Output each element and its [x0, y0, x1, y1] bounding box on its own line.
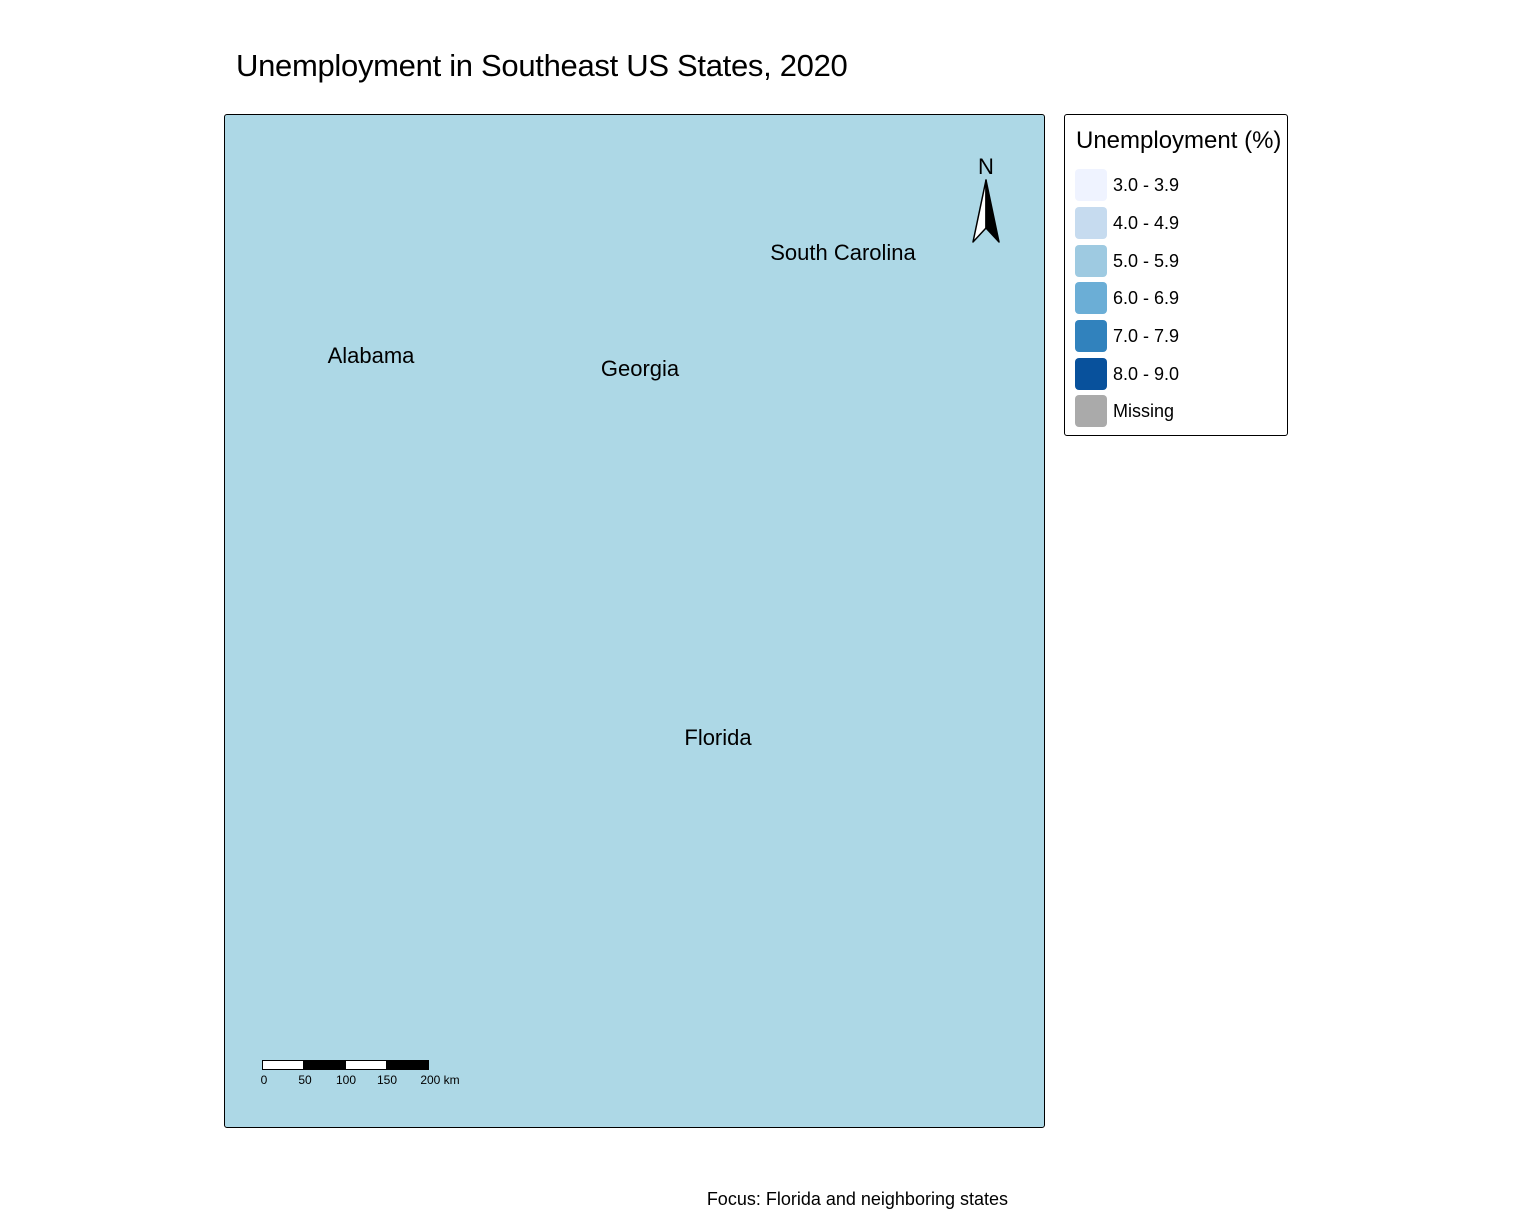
north-arrow: N — [966, 154, 1006, 246]
map-title: Unemployment in Southeast US States, 202… — [236, 48, 848, 83]
scale-tick: 150 — [376, 1073, 398, 1087]
state-label-alabama: Alabama — [327, 343, 415, 368]
legend-title: Unemployment (%) — [1076, 127, 1282, 154]
legend-label: Missing — [1113, 400, 1175, 421]
legend-item: 6.0 - 6.9 — [1075, 282, 1179, 314]
legend-item: 4.0 - 4.9 — [1075, 207, 1179, 239]
state-label-south-carolina: South Carolina — [770, 240, 916, 265]
legend-swatch — [1075, 282, 1107, 314]
scale-segment — [345, 1060, 387, 1070]
legend-swatch — [1075, 395, 1107, 427]
scale-tick: 200 km — [420, 1073, 460, 1087]
map-panel[interactable]: South Carolina Alabama Georgia Florida F… — [224, 114, 1045, 1209]
scale-segment — [262, 1060, 304, 1070]
legend-item: Missing — [1075, 395, 1174, 427]
legend-item: 3.0 - 3.9 — [1075, 169, 1179, 201]
legend-item: 8.0 - 9.0 — [1075, 358, 1179, 390]
scale-tick: 50 — [298, 1073, 312, 1087]
legend-swatch — [1075, 245, 1107, 277]
scale-segment — [303, 1060, 346, 1070]
scale-segment — [386, 1060, 429, 1070]
legend-label: 8.0 - 9.0 — [1113, 363, 1180, 384]
scale-tick: 100 — [335, 1073, 357, 1087]
legend-label: 3.0 - 3.9 — [1113, 174, 1180, 195]
legend-item: 5.0 - 5.9 — [1075, 245, 1179, 277]
scale-bar: 0 50 100 150 200 km — [260, 1060, 482, 1092]
legend-swatch — [1075, 358, 1107, 390]
legend-label: 4.0 - 4.9 — [1113, 212, 1180, 233]
legend-label: 6.0 - 6.9 — [1113, 287, 1180, 308]
scale-tick: 0 — [260, 1073, 268, 1087]
north-arrow-icon — [972, 179, 1000, 243]
map-caption: Focus: Florida and neighboring states — [706, 1189, 1008, 1209]
state-label-georgia: Georgia — [600, 356, 680, 381]
legend-swatch — [1075, 169, 1107, 201]
legend-label: 5.0 - 5.9 — [1113, 250, 1180, 271]
legend-swatch — [1075, 320, 1107, 352]
map-legend: Unemployment (%) 3.0 - 3.9 4.0 - 4.9 5.0… — [1064, 114, 1288, 436]
legend-label: 7.0 - 7.9 — [1113, 325, 1180, 346]
legend-item: 7.0 - 7.9 — [1075, 320, 1179, 352]
legend-swatch — [1075, 207, 1107, 239]
state-label-florida: Florida — [684, 725, 752, 750]
north-letter: N — [978, 154, 994, 179]
